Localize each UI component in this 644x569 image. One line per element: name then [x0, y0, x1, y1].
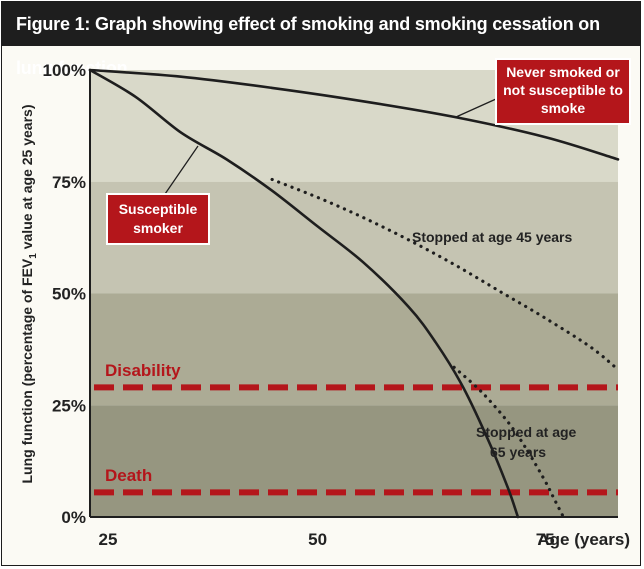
y-tick-label: 0%: [61, 508, 86, 527]
legend-text: smoker: [133, 220, 183, 236]
y-tick-labels: 0% 25% 50% 75% 100%: [43, 61, 86, 527]
y-tick-label: 100%: [43, 61, 86, 80]
series-line-0: [88, 68, 620, 161]
figure-title: Figure 1: Graph showing effect of smokin…: [2, 2, 640, 78]
annotation-stopped-45: Stopped at age 45 years: [412, 229, 573, 245]
legend-box-never-smoked: Never smoked or not susceptible to smoke: [495, 58, 631, 125]
y-tick-label: 75%: [52, 173, 86, 192]
series-line-1: [88, 68, 520, 519]
y-tick-label: 50%: [52, 285, 86, 304]
series-line-3: [452, 365, 565, 519]
leader-lines: [164, 98, 497, 195]
leader-line-never-smoked: [455, 98, 497, 118]
background-band: [90, 405, 618, 517]
leader-line-susceptible: [164, 145, 199, 195]
y-axis-label-part: value at age 25 years): [19, 105, 35, 254]
y-axis-label-subscript: 1: [28, 253, 39, 259]
y-axis-label-part: Lung function (percentage of FEV: [19, 258, 35, 483]
series-line-2: [270, 177, 620, 372]
x-tick-label: 75: [536, 530, 555, 549]
series-lines: [88, 68, 620, 519]
reference-label-death: Death: [105, 466, 152, 485]
y-tick-label: 25%: [52, 396, 86, 415]
x-tick-label: 50: [308, 530, 327, 549]
x-axis-label: Age (years): [537, 530, 630, 549]
x-tick-label: 25: [99, 530, 118, 549]
annotation-stopped-65: 65 years: [490, 444, 546, 460]
legend-box-susceptible: Susceptible smoker: [106, 193, 210, 245]
legend-box-susceptible-bg: [106, 193, 210, 245]
reference-lines: [94, 384, 618, 496]
legend-text: not susceptible to: [503, 82, 623, 98]
legend-text: smoke: [541, 100, 586, 116]
annotation-stopped-65: Stopped at age: [476, 424, 577, 440]
x-tick-labels: 25 50 75: [99, 530, 555, 549]
legend-text: Susceptible: [119, 201, 198, 217]
reference-label-disability: Disability: [105, 361, 181, 380]
legend-text: Never smoked or: [506, 64, 620, 80]
background-bands: [90, 70, 618, 517]
legend-box-never-smoked-bg: [495, 58, 631, 125]
y-axis-label: Lung function (percentage of FEV1 value …: [19, 105, 39, 484]
